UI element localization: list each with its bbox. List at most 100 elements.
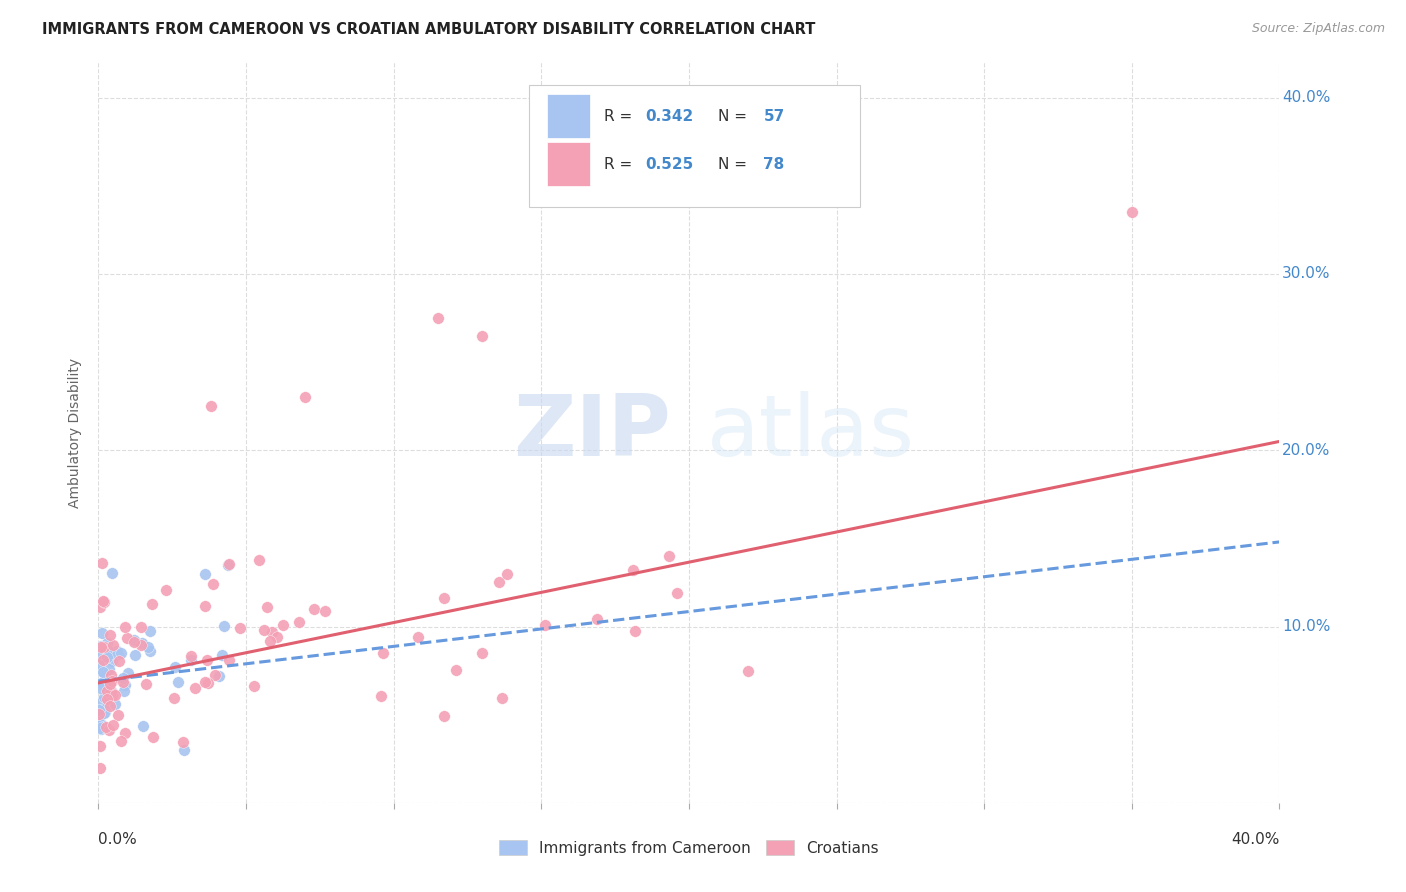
Point xyxy=(287,615,309,630)
Text: R =: R = xyxy=(605,109,637,124)
Point xyxy=(1121,205,1143,219)
Point xyxy=(136,640,159,654)
Point xyxy=(93,595,115,609)
Point xyxy=(624,624,647,638)
Point xyxy=(202,577,225,591)
Point xyxy=(253,623,276,637)
Point xyxy=(100,667,122,681)
Point xyxy=(142,730,165,744)
FancyBboxPatch shape xyxy=(547,95,589,138)
Point xyxy=(218,653,240,667)
Point xyxy=(112,683,135,698)
Point xyxy=(163,690,186,705)
Point xyxy=(87,707,110,722)
Point xyxy=(89,681,111,695)
Point xyxy=(471,328,494,343)
Point xyxy=(107,707,129,722)
Point xyxy=(194,599,217,613)
Point xyxy=(100,673,122,688)
Point xyxy=(101,638,124,652)
Point xyxy=(91,665,114,680)
Y-axis label: Ambulatory Disability: Ambulatory Disability xyxy=(69,358,83,508)
Point xyxy=(446,663,468,677)
Point xyxy=(101,690,124,704)
Text: R =: R = xyxy=(605,157,637,172)
Point xyxy=(259,634,281,648)
Point xyxy=(90,626,112,640)
Point xyxy=(194,566,217,581)
Text: 10.0%: 10.0% xyxy=(1282,619,1330,634)
Point xyxy=(256,600,278,615)
Point xyxy=(87,658,110,673)
Point xyxy=(294,390,316,404)
Point xyxy=(89,599,111,614)
Point xyxy=(96,642,118,657)
Point xyxy=(197,676,219,690)
Point xyxy=(89,710,111,724)
Point xyxy=(135,676,157,690)
Point xyxy=(114,677,136,691)
Point xyxy=(93,702,115,716)
Text: N =: N = xyxy=(718,109,752,124)
Point xyxy=(155,582,177,597)
Point xyxy=(122,633,145,648)
Point xyxy=(96,649,118,664)
Point xyxy=(91,594,114,608)
Point xyxy=(96,636,118,650)
Point xyxy=(129,638,152,652)
Point xyxy=(89,719,111,733)
Point xyxy=(491,690,513,705)
Point xyxy=(194,674,217,689)
Point xyxy=(208,669,231,683)
Point xyxy=(665,586,688,600)
Point xyxy=(101,688,124,702)
Point xyxy=(273,617,295,632)
Text: IMMIGRANTS FROM CAMEROON VS CROATIAN AMBULATORY DISABILITY CORRELATION CHART: IMMIGRANTS FROM CAMEROON VS CROATIAN AMB… xyxy=(42,22,815,37)
Point xyxy=(495,566,517,581)
Point xyxy=(90,722,112,736)
Point xyxy=(533,618,555,632)
Text: 78: 78 xyxy=(763,157,785,172)
Point xyxy=(229,622,252,636)
Point xyxy=(101,685,124,699)
Point xyxy=(98,723,121,737)
Point xyxy=(195,653,218,667)
Point xyxy=(90,675,112,690)
Text: 40.0%: 40.0% xyxy=(1232,832,1279,847)
Point xyxy=(247,552,270,566)
Point xyxy=(488,574,510,589)
Point xyxy=(89,760,111,774)
Point xyxy=(212,619,235,633)
Text: 40.0%: 40.0% xyxy=(1282,90,1330,105)
Point xyxy=(124,648,146,663)
Text: 0.342: 0.342 xyxy=(645,109,693,124)
Point xyxy=(90,640,112,654)
Point xyxy=(94,675,117,690)
Point xyxy=(266,630,288,644)
FancyBboxPatch shape xyxy=(547,143,589,186)
Point xyxy=(433,591,456,605)
Point xyxy=(101,646,124,660)
Point xyxy=(111,671,134,685)
Point xyxy=(621,563,644,577)
Point xyxy=(90,665,112,679)
Point xyxy=(370,690,392,704)
Text: atlas: atlas xyxy=(707,391,915,475)
Point xyxy=(166,674,188,689)
Point xyxy=(94,706,117,720)
Point xyxy=(87,703,110,717)
Point xyxy=(91,693,114,707)
Point xyxy=(98,686,121,700)
Legend: Immigrants from Cameroon, Croatians: Immigrants from Cameroon, Croatians xyxy=(494,834,884,862)
Point xyxy=(89,722,111,736)
Point xyxy=(90,702,112,716)
Text: 0.0%: 0.0% xyxy=(98,832,138,847)
Point xyxy=(173,743,195,757)
Point xyxy=(129,620,152,634)
Point xyxy=(184,681,207,695)
Point xyxy=(98,662,121,676)
Point xyxy=(217,558,239,572)
Point xyxy=(132,719,155,733)
Point xyxy=(200,399,222,413)
Point xyxy=(100,627,122,641)
